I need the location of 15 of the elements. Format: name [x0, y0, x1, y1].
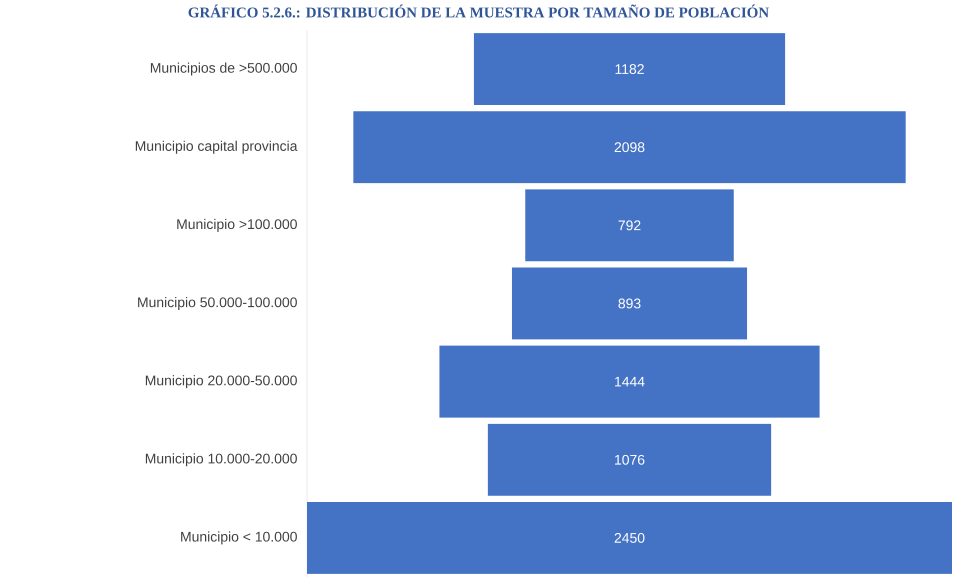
category-label: Municipio >100.000 [177, 218, 297, 232]
text: GRÁFICO 5.2.6.: DISTRIBUCIÓN DE LA MUESTRA POR TAMAÑO DE POBLACIÓN [188, 4, 769, 18]
category-label: Municipio capital provincia [136, 140, 298, 154]
data-label: 2450 [614, 532, 644, 543]
category-label: Municipio 10.000-20.000 [146, 453, 297, 466]
data-label: 1076 [615, 454, 644, 465]
data-label: 1182 [616, 64, 644, 74]
data-label: 1444 [615, 376, 645, 386]
category-label: Municipio < 10.000 [181, 531, 297, 544]
data-label: 2098 [614, 142, 644, 152]
category-label: Municipio 50.000-100.000 [138, 296, 297, 310]
data-label: 792 [618, 220, 640, 230]
data-label: 893 [618, 298, 641, 308]
category-label: Municipio 20.000-50.000 [146, 375, 297, 388]
category-label: Municipios de >500.000 [150, 62, 297, 76]
